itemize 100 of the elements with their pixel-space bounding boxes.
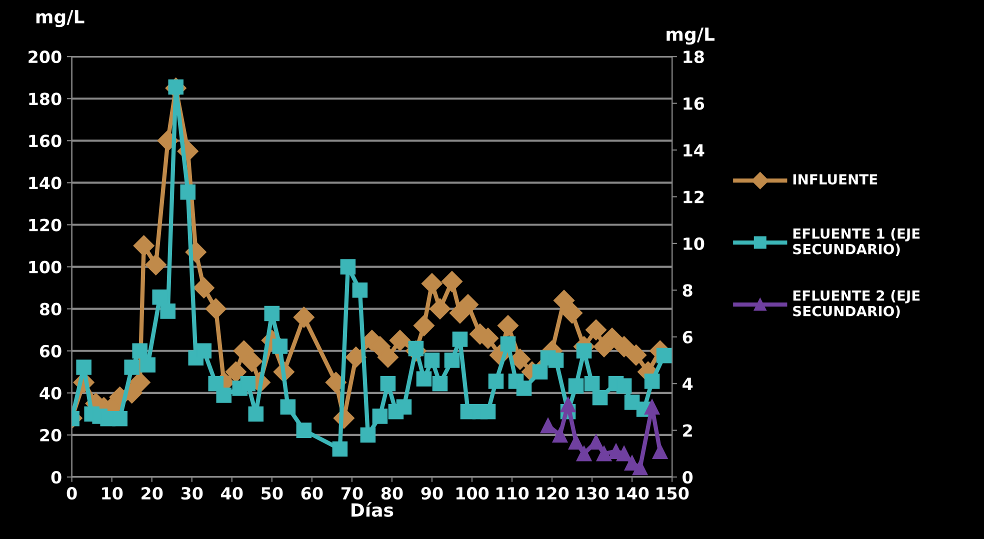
y2-tick-label: 0 xyxy=(682,470,693,484)
point xyxy=(380,376,396,392)
point xyxy=(196,343,212,359)
point xyxy=(632,460,648,476)
legend-label: INFLUENTE xyxy=(793,174,878,185)
y-tick-label: 80 xyxy=(40,302,62,316)
point xyxy=(644,374,660,389)
y2-tick-label: 18 xyxy=(684,50,704,64)
y2-tick-label: 6 xyxy=(682,330,692,344)
y2-tick-label: 10 xyxy=(684,237,704,250)
point xyxy=(133,235,154,256)
x-tick-label: 150 xyxy=(656,487,689,500)
x-tick-label: 80 xyxy=(381,487,403,500)
point xyxy=(616,446,632,462)
point xyxy=(586,319,607,340)
point xyxy=(592,390,608,406)
point xyxy=(441,271,462,292)
point xyxy=(129,372,150,393)
point xyxy=(652,444,668,459)
point xyxy=(124,360,140,375)
point xyxy=(588,434,604,450)
x-tick-label: 130 xyxy=(576,487,609,500)
point xyxy=(552,427,568,443)
point xyxy=(352,282,368,298)
x-tick-label: 40 xyxy=(221,487,243,500)
x-tick-label: 120 xyxy=(536,487,569,500)
point xyxy=(596,446,612,462)
legend-label: EFLUENTE 1 (EJE SECUNDARIO) xyxy=(793,228,920,256)
x-tick-label: 90 xyxy=(421,487,443,500)
point xyxy=(532,364,548,380)
y-tick-label: 140 xyxy=(29,176,62,190)
x-tick-label: 10 xyxy=(102,487,123,500)
point xyxy=(488,374,504,389)
y-tick-label: 120 xyxy=(29,218,62,232)
x-axis-title: Días xyxy=(352,502,394,517)
point xyxy=(480,404,496,420)
point xyxy=(516,380,532,396)
point xyxy=(160,304,176,319)
point xyxy=(568,434,584,450)
point xyxy=(432,376,448,392)
x-tick-label: 70 xyxy=(341,487,363,500)
point xyxy=(656,348,672,364)
point xyxy=(421,273,442,294)
y-tick-label: 20 xyxy=(40,428,62,442)
y-tick-label: 180 xyxy=(29,92,62,106)
y2-tick-label: 8 xyxy=(682,284,692,297)
point xyxy=(554,290,575,311)
y2-axis-title: mg/L xyxy=(666,28,715,45)
point xyxy=(132,343,148,359)
point xyxy=(626,344,647,366)
point xyxy=(225,361,246,382)
point xyxy=(205,298,226,320)
point xyxy=(560,396,576,412)
point xyxy=(424,352,440,368)
x-tick-label: 60 xyxy=(301,487,323,500)
y-tick-label: 60 xyxy=(40,344,62,358)
x-tick-label: 110 xyxy=(496,487,529,500)
point xyxy=(616,378,632,394)
point xyxy=(540,418,556,434)
point xyxy=(340,259,356,274)
point xyxy=(76,360,92,375)
point xyxy=(497,315,519,336)
point xyxy=(180,184,196,200)
x-tick-label: 30 xyxy=(181,487,203,500)
legend-label: EFLUENTE 2 (EJE SECUNDARIO) xyxy=(793,290,920,318)
point xyxy=(644,399,660,415)
point xyxy=(389,330,410,351)
y2-tick-label: 2 xyxy=(683,424,692,437)
x-tick-label: 140 xyxy=(616,487,649,500)
y-tick-label: 100 xyxy=(29,260,62,274)
point xyxy=(584,376,600,392)
point xyxy=(396,399,412,415)
point xyxy=(372,408,388,424)
point xyxy=(568,378,584,394)
point xyxy=(345,346,366,368)
point xyxy=(293,306,314,328)
y2-tick-label: 12 xyxy=(684,190,704,204)
y-tick-label: 0 xyxy=(51,470,62,484)
y-tick-label: 40 xyxy=(40,386,62,400)
point xyxy=(413,315,434,336)
point xyxy=(216,388,232,403)
point xyxy=(280,399,296,415)
point xyxy=(500,336,516,352)
point xyxy=(140,357,156,373)
y2-tick-label: 4 xyxy=(682,378,693,390)
point xyxy=(614,336,635,358)
point xyxy=(241,350,262,372)
point xyxy=(264,306,280,322)
point xyxy=(145,254,166,276)
point xyxy=(562,302,583,324)
point xyxy=(602,328,623,349)
x-tick-label: 20 xyxy=(142,487,163,500)
y2-tick-label: 14 xyxy=(684,144,704,156)
point xyxy=(416,371,432,387)
x-tick-label: 0 xyxy=(66,487,77,500)
point xyxy=(248,406,264,422)
point xyxy=(429,298,450,320)
y-tick-label: 160 xyxy=(29,134,62,148)
point xyxy=(112,410,128,426)
point xyxy=(296,422,312,438)
